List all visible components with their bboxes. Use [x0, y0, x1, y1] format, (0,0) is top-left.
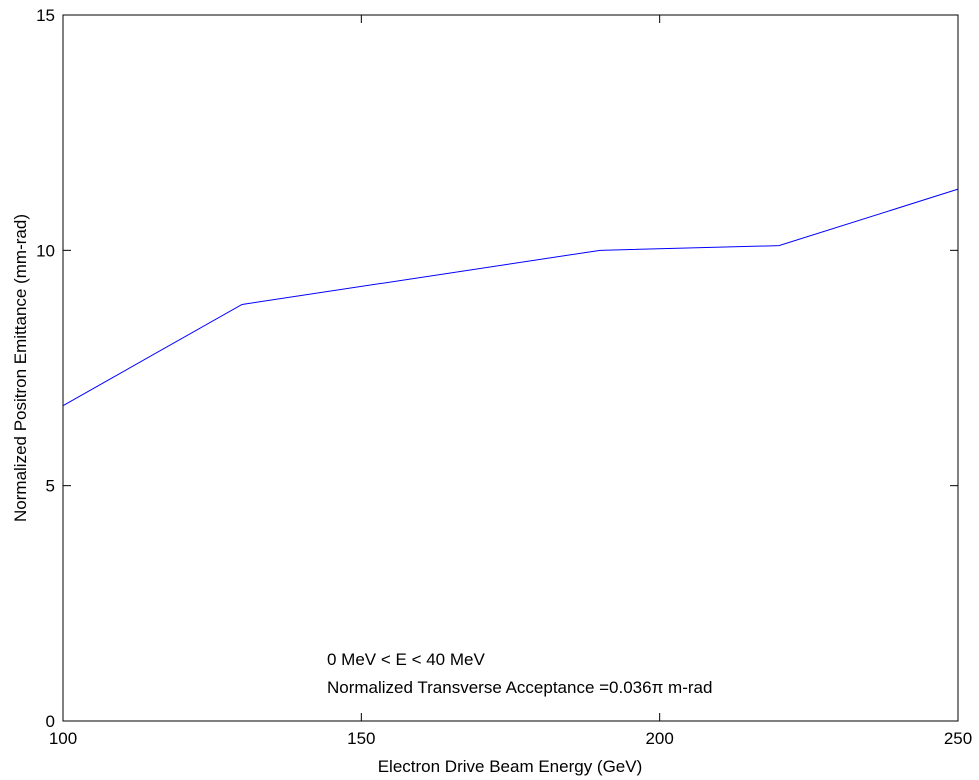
x-tick-label: 150: [347, 729, 375, 748]
annotation-energy-range: 0 MeV < E < 40 MeV: [327, 650, 485, 669]
x-tick-label: 250: [944, 729, 972, 748]
y-tick-label: 15: [36, 6, 55, 25]
axis-tick-labels: 100 150 200 250 0 5 10 15: [36, 6, 972, 748]
y-tick-label: 5: [46, 477, 55, 496]
axis-ticks: [62, 14, 959, 722]
y-axis-label: Normalized Positron Emittance (mm-rad): [11, 214, 30, 522]
plot-area: [62, 14, 959, 722]
series-line: [62, 188, 959, 407]
x-tick-label: 200: [645, 729, 673, 748]
x-tick-label: 100: [49, 729, 77, 748]
x-axis-label: Electron Drive Beam Energy (GeV): [378, 757, 643, 776]
y-tick-label: 10: [36, 241, 55, 260]
annotation-acceptance: Normalized Transverse Acceptance =0.036π…: [327, 678, 712, 697]
y-tick-label: 0: [46, 712, 55, 731]
series-layer: [62, 188, 959, 407]
